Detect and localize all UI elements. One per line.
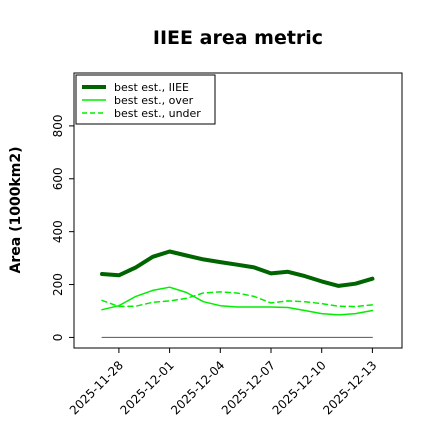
legend-entry: best est., under [114,107,201,120]
plot-frame [73,72,403,349]
legend-entry: best est., IIEE [114,81,189,94]
y-tick-label: 400 [51,220,65,243]
series-lines [100,249,375,338]
y-tick-label: 800 [51,114,65,137]
y-axis-label: Area (1000km2) [8,147,24,274]
y-tick-label: 0 [51,334,65,342]
y-axis: 0 200 400 600 800 [51,114,74,341]
y-tick-label: 200 [51,273,65,296]
series-line-1 [101,286,374,316]
y-tick-label: 600 [51,167,65,190]
series-line-2 [101,291,374,308]
x-tick-label: 2025-12-13 [320,358,379,417]
x-axis: 2025-11-282025-12-012025-12-042025-12-07… [67,348,380,417]
series-line-0 [100,249,375,288]
chart-title: IIEE area metric [153,27,323,49]
legend-entry: best est., over [114,94,194,107]
